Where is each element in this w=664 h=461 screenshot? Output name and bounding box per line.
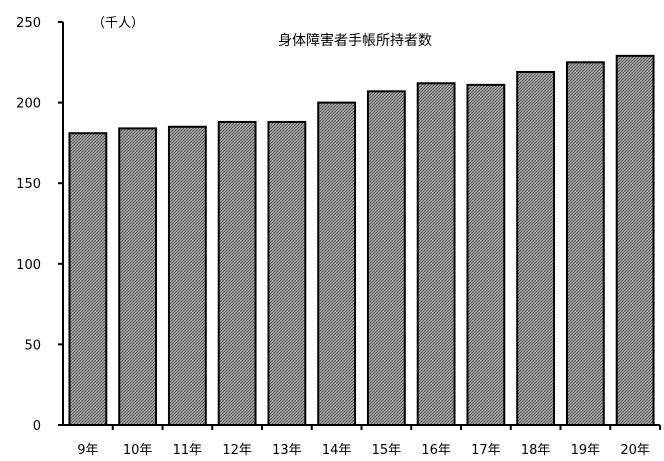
- bar-11年: [167, 125, 207, 426]
- x-tick-label: 16年: [421, 443, 451, 457]
- x-tick-label: 12年: [222, 443, 252, 457]
- x-tick-label: 20年: [620, 443, 650, 457]
- y-tick-label: 250: [16, 16, 41, 31]
- y-axis-ticks: 0 50 100 150 200 250: [16, 16, 63, 434]
- x-tick-label: 13年: [272, 443, 302, 457]
- bar-17年: [466, 83, 506, 426]
- x-tick-label: 17年: [471, 443, 501, 457]
- x-tick-label: 11年: [173, 443, 203, 457]
- bar-9年: [68, 132, 108, 426]
- bar-20年: [615, 54, 655, 427]
- bar-14年: [317, 101, 357, 426]
- x-tick-label: 18年: [521, 443, 551, 457]
- x-tick-label: 14年: [322, 443, 352, 457]
- bar-19年: [565, 61, 605, 427]
- x-axis-labels: 9年 10年 11年 12年 13年 14年 15年 16年 17年 18年 19年 20年: [77, 425, 661, 458]
- x-tick-label: 9年: [77, 443, 98, 457]
- bar-15年: [366, 90, 406, 426]
- y-tick-label: 150: [16, 177, 41, 192]
- bar-18年: [516, 70, 556, 427]
- y-tick-label: 50: [24, 338, 41, 353]
- x-tick-label: 15年: [372, 443, 402, 457]
- x-tick-label: 19年: [571, 443, 601, 457]
- x-tick-label: 10年: [123, 443, 153, 457]
- y-tick-label: 0: [33, 419, 41, 434]
- y-tick-label: 200: [16, 97, 41, 112]
- y-axis-unit-label: （千人）: [92, 16, 144, 31]
- bar-series: [68, 54, 655, 427]
- bar-13年: [267, 120, 307, 426]
- chart-title: 身体障害者手帳所持者数: [278, 33, 432, 49]
- bar-16年: [416, 82, 456, 426]
- y-tick-label: 100: [16, 258, 41, 273]
- bar-10年: [118, 127, 158, 426]
- bar-12年: [217, 120, 257, 426]
